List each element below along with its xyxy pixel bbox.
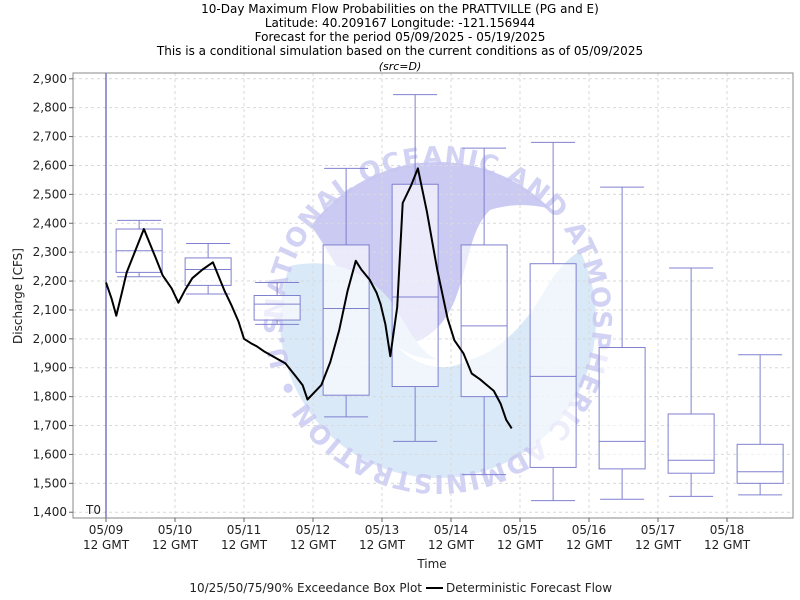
- box-plot: [529, 141, 577, 502]
- chart-subtitle: (src=D): [379, 60, 422, 73]
- forecast-line-layer: [105, 167, 513, 429]
- x-tick-label-date: 05/17: [641, 523, 676, 537]
- box-iqr: [529, 263, 577, 468]
- y-tick-label: 2,300: [33, 245, 67, 259]
- box-plot-layer: [115, 94, 784, 502]
- plot-border: [72, 72, 794, 519]
- x-axis-title: Time: [416, 557, 446, 571]
- chart-title-line-4: This is a conditional simulation based o…: [156, 44, 643, 58]
- y-axis: 1,400 1,500 1,600 1,700 1,800 1,900 2,000 2,100…: [33, 72, 73, 519]
- y-tick-label: 1,600: [33, 447, 67, 461]
- box-iqr: [184, 257, 232, 286]
- box-iqr: [598, 347, 646, 470]
- y-axis-title: Discharge [CFS]: [11, 248, 25, 344]
- box-plot: [391, 94, 439, 442]
- x-tick-label-date: 05/10: [158, 523, 193, 537]
- y-tick-label: 1,400: [33, 505, 67, 519]
- box-iqr: [667, 413, 715, 474]
- y-tick-label: 2,600: [33, 158, 67, 172]
- legend-line-label: Deterministic Forecast Flow: [446, 581, 612, 595]
- y-tick-label: 1,500: [33, 476, 67, 490]
- t0-layer: T0: [85, 73, 107, 518]
- y-tick-label: 1,900: [33, 361, 67, 375]
- chart-title-line-2: Latitude: 40.209167 Longitude: -121.1569…: [265, 16, 535, 30]
- y-tick-label: 2,800: [33, 101, 67, 115]
- x-tick-label-time: 12 GMT: [359, 538, 406, 552]
- box-iqr: [322, 244, 370, 396]
- x-tick-label-time: 12 GMT: [290, 538, 337, 552]
- x-tick-label-date: 05/13: [365, 523, 400, 537]
- x-tick-label-time: 12 GMT: [497, 538, 544, 552]
- box-iqr: [460, 244, 508, 398]
- chart-title-line-1: 10-Day Maximum Flow Probabilities on the…: [201, 2, 599, 16]
- y-tick-label: 2,500: [33, 187, 67, 201]
- x-tick-label-time: 12 GMT: [221, 538, 268, 552]
- t0-label: T0: [85, 503, 101, 517]
- y-tick-label: 1,800: [33, 390, 67, 404]
- x-tick-label-date: 05/14: [434, 523, 469, 537]
- x-tick-label-time: 12 GMT: [704, 538, 751, 552]
- box-plot: [115, 219, 163, 278]
- box-iqr: [736, 443, 784, 484]
- box-plot: [667, 267, 715, 497]
- x-tick-label-time: 12 GMT: [83, 538, 130, 552]
- x-tick-label-date: 05/15: [503, 523, 538, 537]
- x-tick-label-time: 12 GMT: [152, 538, 199, 552]
- y-tick-label: 1,700: [33, 419, 67, 433]
- y-tick-label: 2,900: [33, 72, 67, 86]
- box-plot: [598, 186, 646, 500]
- y-tick-label: 2,400: [33, 216, 67, 230]
- legend: 10/25/50/75/90% Exceedance Box Plot Dete…: [189, 581, 612, 595]
- chart-title-line-3: Forecast for the period 05/09/2025 - 05/…: [255, 30, 546, 44]
- x-tick-label-time: 12 GMT: [428, 538, 475, 552]
- box-plot: [460, 147, 508, 476]
- y-tick-label: 2,700: [33, 130, 67, 144]
- legend-box-label: 10/25/50/75/90% Exceedance Box Plot: [189, 581, 422, 595]
- box-iqr: [253, 295, 301, 321]
- chart-title-block: 10-Day Maximum Flow Probabilities on the…: [156, 2, 643, 73]
- box-plot: [736, 354, 784, 496]
- y-tick-label: 2,000: [33, 332, 67, 346]
- x-tick-label-time: 12 GMT: [566, 538, 613, 552]
- x-tick-label-date: 05/18: [710, 523, 745, 537]
- box-plot: [253, 281, 301, 325]
- box-plot: [184, 242, 232, 295]
- y-tick-label: 2,100: [33, 303, 67, 317]
- forecast-line: [105, 167, 513, 429]
- y-tick-label: 2,200: [33, 274, 67, 288]
- x-tick-label-time: 12 GMT: [635, 538, 682, 552]
- box-iqr: [391, 183, 439, 388]
- x-tick-label-date: 05/09: [89, 523, 124, 537]
- x-tick-label-date: 05/11: [227, 523, 262, 537]
- x-tick-label-date: 05/12: [296, 523, 331, 537]
- x-tick-label-date: 05/16: [572, 523, 607, 537]
